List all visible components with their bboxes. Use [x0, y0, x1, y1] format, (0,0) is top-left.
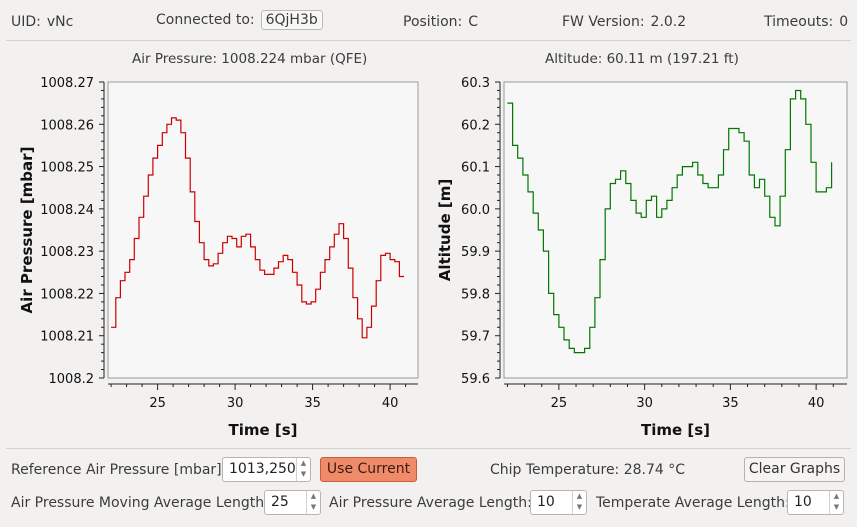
spin-down-icon[interactable]: ▼	[297, 469, 310, 480]
x-tick-label: 30	[227, 396, 244, 411]
altitude-plot-title: Altitude: 60.11 m (197.21 ft)	[545, 51, 739, 67]
x-tick-label: 25	[149, 396, 166, 411]
moving-average-label: Air Pressure Moving Average Length:	[11, 495, 269, 511]
y-tick-label: 1008.24	[40, 203, 94, 218]
ref-pressure-spinbox[interactable]: 1013,250 ▲ ▼	[222, 457, 311, 482]
y-tick-label: 60.0	[461, 203, 490, 218]
temperature-average-label: Temperate Average Length:	[596, 495, 790, 511]
connected-label: Connected to:	[156, 12, 255, 28]
spin-up-icon[interactable]: ▲	[297, 458, 310, 469]
spin-down-icon[interactable]: ▼	[830, 502, 843, 513]
x-tick-label: 35	[722, 396, 739, 411]
chip-temperature: Chip Temperature: 28.74 °C	[490, 462, 685, 478]
fw-version-label: FW Version:	[562, 14, 645, 30]
y-tick-label: 59.6	[461, 372, 490, 387]
timeouts-label: Timeouts:	[764, 14, 833, 30]
spin-up-icon[interactable]: ▲	[830, 491, 843, 502]
spin-up-icon[interactable]: ▲	[307, 491, 320, 502]
moving-average-spinbox[interactable]: 25 ▲ ▼	[264, 490, 321, 515]
x-tick-label: 40	[808, 396, 825, 411]
fw-version-status: FW Version: 2.0.2	[562, 14, 686, 30]
position-value: C	[468, 14, 478, 30]
x-axis-label: Time [s]	[228, 421, 297, 439]
bottom-separator	[6, 448, 851, 449]
y-tick-label: 60.1	[461, 161, 490, 176]
y-tick-label: 60.2	[461, 118, 490, 133]
x-tick-label: 35	[304, 396, 321, 411]
uid-value: vNc	[47, 14, 73, 30]
spin-arrows[interactable]: ▲ ▼	[829, 491, 843, 514]
spin-arrows[interactable]: ▲ ▼	[296, 458, 310, 481]
y-axis-label: Altitude [m]	[436, 179, 454, 281]
y-tick-label: 59.9	[461, 245, 490, 260]
spin-up-icon[interactable]: ▲	[573, 491, 586, 502]
spin-arrows[interactable]: ▲ ▼	[572, 491, 586, 514]
y-tick-label: 1008.26	[40, 118, 94, 133]
pressure-plot-title: Air Pressure: 1008.224 mbar (QFE)	[132, 51, 367, 67]
x-axis-label: Time [s]	[641, 421, 710, 439]
y-tick-label: 59.7	[461, 330, 490, 345]
x-tick-label: 30	[636, 396, 653, 411]
x-tick-label: 25	[551, 396, 568, 411]
position-status: Position: C	[403, 14, 478, 30]
ref-pressure-value: 1013,250	[229, 461, 296, 477]
air-pressure-plot: 1008.27 1008.26 1008.25 1008.24 1008.23 1008.…	[0, 72, 425, 442]
y-tick-label: 60.3	[461, 76, 490, 91]
average-length-spinbox[interactable]: 10 ▲ ▼	[530, 490, 587, 515]
plot-area	[504, 82, 847, 378]
y-tick-label: 59.8	[461, 287, 490, 302]
timeouts-status: Timeouts: 0	[764, 14, 848, 30]
moving-average-value: 25	[271, 494, 289, 510]
y-tick-label: 1008.2	[49, 372, 95, 387]
ref-pressure-label: Reference Air Pressure [mbar]:	[11, 462, 226, 478]
top-separator	[6, 40, 851, 41]
spin-arrows[interactable]: ▲ ▼	[306, 491, 320, 514]
timeouts-value: 0	[839, 14, 848, 30]
y-tick-label: 1008.23	[40, 245, 94, 260]
uid-status: UID: vNc	[11, 14, 73, 30]
temperature-average-spinbox[interactable]: 10 ▲ ▼	[787, 490, 844, 515]
y-tick-label: 1008.25	[40, 161, 94, 176]
position-label: Position:	[403, 14, 462, 30]
altitude-plot: 60.3 60.2 60.1 60.0 59.9 59.8 59.7 59.6 25 30 35 40…	[428, 72, 856, 442]
use-current-button[interactable]: Use Current	[320, 457, 417, 482]
uid-label: UID:	[11, 14, 41, 30]
y-tick-label: 1008.21	[40, 330, 94, 345]
y-tick-label: 1008.27	[40, 76, 94, 91]
y-axis-label: Air Pressure [mbar]	[18, 147, 36, 314]
fw-version-value: 2.0.2	[651, 14, 687, 30]
connected-uid-badge[interactable]: 6QjH3b	[261, 10, 323, 30]
spin-down-icon[interactable]: ▼	[573, 502, 586, 513]
connected-status: Connected to: 6QjH3b	[156, 12, 323, 28]
plot-area	[108, 82, 418, 378]
temperature-average-value: 10	[794, 494, 812, 510]
average-length-label: Air Pressure Average Length:	[329, 495, 532, 511]
x-tick-label: 40	[382, 396, 399, 411]
clear-graphs-button[interactable]: Clear Graphs	[744, 457, 845, 482]
y-tick-label: 1008.22	[40, 287, 94, 302]
average-length-value: 10	[537, 494, 555, 510]
spin-down-icon[interactable]: ▼	[307, 502, 320, 513]
